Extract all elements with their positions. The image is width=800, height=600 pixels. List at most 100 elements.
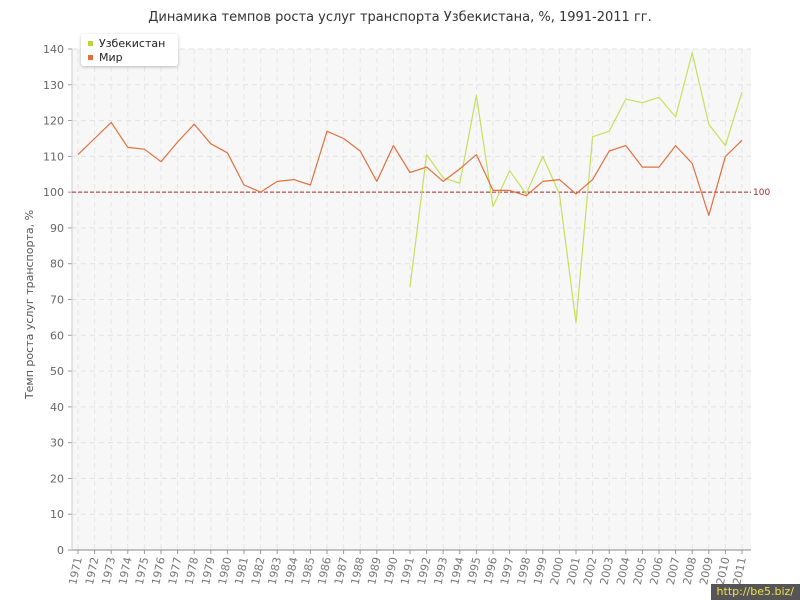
y-tick-label: 130 — [43, 79, 64, 92]
x-tick-label: 1975 — [133, 556, 152, 586]
x-tick-label: 1993 — [432, 556, 451, 586]
data-point-world — [442, 180, 445, 183]
legend-label: Мир — [99, 51, 123, 64]
data-point-world — [176, 141, 179, 144]
x-tick-label: 1988 — [349, 556, 368, 586]
x-tick-label: 2007 — [664, 556, 683, 586]
y-tick-label: 110 — [43, 150, 64, 163]
x-tick-label: 2008 — [681, 556, 700, 586]
x-tick-label: 1974 — [116, 556, 135, 586]
x-tick-label: 1997 — [498, 556, 517, 586]
data-point-world — [492, 189, 495, 192]
x-tick-label: 1987 — [332, 556, 351, 586]
data-point-world — [193, 123, 196, 126]
data-point-uzbekistan — [558, 192, 561, 195]
data-point-world — [359, 149, 362, 152]
data-point-world — [375, 180, 378, 183]
legend-swatch-uzbekistan — [88, 40, 93, 46]
x-tick-label: 1982 — [249, 556, 268, 586]
x-tick-label: 2009 — [697, 556, 716, 586]
data-point-uzbekistan — [658, 96, 661, 99]
x-tick-label: 1973 — [100, 556, 119, 586]
data-point-world — [409, 171, 412, 174]
y-tick-label: 50 — [50, 365, 64, 378]
data-point-world — [707, 214, 710, 217]
data-point-world — [475, 153, 478, 156]
data-point-uzbekistan — [591, 135, 594, 138]
x-tick-label: 2001 — [564, 556, 583, 586]
data-point-world — [425, 166, 428, 169]
data-point-world — [724, 155, 727, 158]
legend-item-world[interactable]: Мир — [88, 51, 123, 64]
data-point-uzbekistan — [608, 130, 611, 133]
data-point-world — [641, 166, 644, 169]
y-tick-label: 80 — [50, 258, 64, 271]
watermark-link[interactable]: http://be5.biz/ — [710, 584, 800, 600]
data-point-uzbekistan — [492, 205, 495, 208]
data-point-world — [160, 160, 163, 163]
data-point-world — [558, 178, 561, 181]
data-point-world — [126, 146, 129, 149]
x-tick-label: 1990 — [382, 556, 401, 586]
data-point-uzbekistan — [724, 144, 727, 147]
x-tick-label: 2004 — [614, 556, 633, 586]
x-tick-label: 1998 — [515, 556, 534, 586]
data-point-world — [292, 178, 295, 181]
data-point-world — [591, 178, 594, 181]
x-tick-label: 1989 — [365, 556, 384, 586]
x-tick-label: 1999 — [531, 556, 550, 586]
y-tick-label: 20 — [50, 472, 64, 485]
data-point-world — [309, 183, 312, 186]
x-tick-label: 1979 — [199, 556, 218, 586]
data-point-uzbekistan — [624, 98, 627, 101]
data-point-world — [143, 148, 146, 151]
data-point-uzbekistan — [409, 285, 412, 288]
data-point-uzbekistan — [508, 169, 511, 172]
x-tick-label: 2011 — [730, 556, 749, 586]
x-tick-label: 1991 — [398, 556, 417, 586]
x-tick-labels: 1971197219731974197519761977197819791980… — [66, 556, 749, 586]
x-tick-label: 1983 — [266, 556, 285, 586]
data-point-world — [691, 162, 694, 165]
x-tick-label: 1978 — [183, 556, 202, 586]
data-point-world — [392, 144, 395, 147]
legend-label: Узбекистан — [99, 37, 166, 50]
data-point-uzbekistan — [641, 101, 644, 104]
y-tick-label: 70 — [50, 294, 64, 307]
y-tick-label: 120 — [43, 115, 64, 128]
legend-item-uzbekistan[interactable]: Узбекистан — [88, 37, 165, 50]
data-point-world — [674, 144, 677, 147]
vertical-gridlines — [77, 49, 743, 554]
x-tick-label: 1976 — [149, 556, 168, 586]
x-tick-label: 2005 — [631, 556, 650, 586]
x-tick-label: 1985 — [299, 556, 318, 586]
data-point-world — [243, 183, 246, 186]
data-point-world — [624, 144, 627, 147]
x-tick-label: 1986 — [315, 556, 334, 586]
y-tick-labels: 0 10 20 30 40 50 60 70 80 90 100 110 120 130 140 — [43, 43, 64, 557]
horizontal-gridlines — [68, 48, 751, 551]
x-tick-label: 1972 — [83, 556, 102, 586]
data-point-world — [508, 189, 511, 192]
y-tick-label: 30 — [50, 437, 64, 450]
x-tick-label: 1994 — [448, 556, 467, 586]
y-tick-label: 60 — [50, 329, 64, 342]
series-line-uzbekistan — [409, 52, 743, 324]
chart-title: Динамика темпов роста услуг транспорта У… — [148, 10, 652, 25]
data-point-world — [458, 167, 461, 170]
y-tick-label: 10 — [50, 508, 64, 521]
x-tick-label: 1984 — [282, 556, 301, 586]
x-tick-label: 1992 — [415, 556, 434, 586]
y-tick-label: 90 — [50, 222, 64, 235]
x-tick-label: 2010 — [714, 556, 733, 586]
data-point-world — [226, 151, 229, 154]
data-point-world — [608, 149, 611, 152]
data-point-uzbekistan — [475, 94, 478, 97]
data-point-world — [110, 121, 113, 124]
data-point-uzbekistan — [575, 321, 578, 324]
data-point-world — [326, 130, 329, 133]
data-point-uzbekistan — [741, 90, 744, 93]
x-tick-label: 2002 — [581, 556, 600, 586]
y-axis-label: Темп роста услуг транспорта, % — [23, 210, 36, 400]
